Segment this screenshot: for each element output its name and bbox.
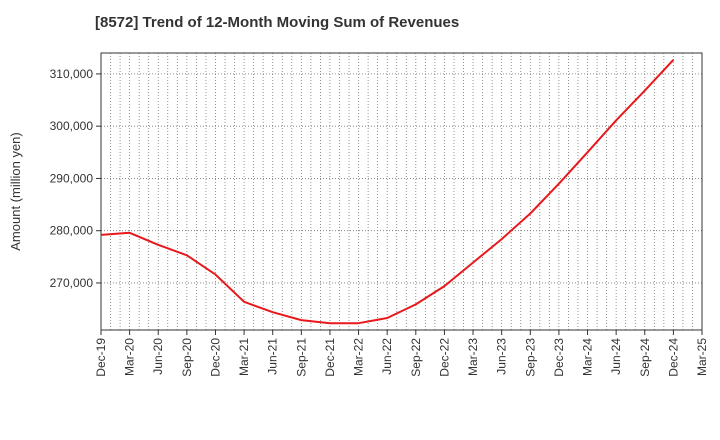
x-tick-label: Dec-21: [323, 338, 337, 377]
chart-title: [8572] Trend of 12-Month Moving Sum of R…: [95, 14, 460, 31]
x-tick-label: Mar-25: [695, 338, 709, 376]
x-tick-label: Jun-23: [495, 338, 509, 375]
x-tick-label: Dec-24: [666, 338, 680, 377]
y-tick-label: 280,000: [50, 224, 94, 238]
x-tick-label: Mar-23: [466, 338, 480, 376]
horizontal-grid: [101, 73, 702, 284]
y-tick-label: 310,000: [50, 67, 94, 81]
series-line: [100, 59, 675, 325]
x-tick-label: Sep-24: [638, 338, 652, 377]
x-tick-label: Jun-24: [609, 338, 623, 375]
vertical-grid: [110, 53, 693, 330]
x-tick-label: Dec-22: [437, 338, 451, 377]
x-tick-label: Dec-19: [94, 338, 108, 377]
x-tick-label: Jun-20: [151, 338, 165, 375]
y-tick-label: 300,000: [50, 119, 94, 133]
plot-frame: [100, 52, 703, 331]
series-layer: [100, 59, 675, 325]
x-tick-label: Sep-21: [294, 338, 308, 377]
x-tick-label: Dec-23: [552, 338, 566, 377]
y-axis-ticks: 270,000 280,000 290,000 300,000 310,000: [50, 67, 101, 290]
x-tick-label: Jun-22: [380, 338, 394, 375]
x-tick-label: Mar-24: [581, 338, 595, 376]
x-tick-label: Sep-23: [523, 338, 537, 377]
x-tick-label: Sep-20: [180, 338, 194, 377]
x-tick-label: Mar-20: [123, 338, 137, 376]
y-tick-label: 290,000: [50, 171, 94, 185]
x-tick-label: Jun-21: [266, 338, 280, 375]
x-tick-label: Sep-22: [409, 338, 423, 377]
y-axis-title: Amount (million yen): [8, 132, 23, 251]
x-tick-label: Mar-21: [237, 338, 251, 376]
y-tick-label: 270,000: [50, 276, 94, 290]
x-axis-ticks: Dec-19 Mar-20 Jun-20 Sep-20 Dec-20 Mar-21 Jun-…: [94, 330, 709, 377]
x-tick-label: Mar-22: [352, 338, 366, 376]
x-tick-label: Dec-20: [208, 338, 222, 377]
